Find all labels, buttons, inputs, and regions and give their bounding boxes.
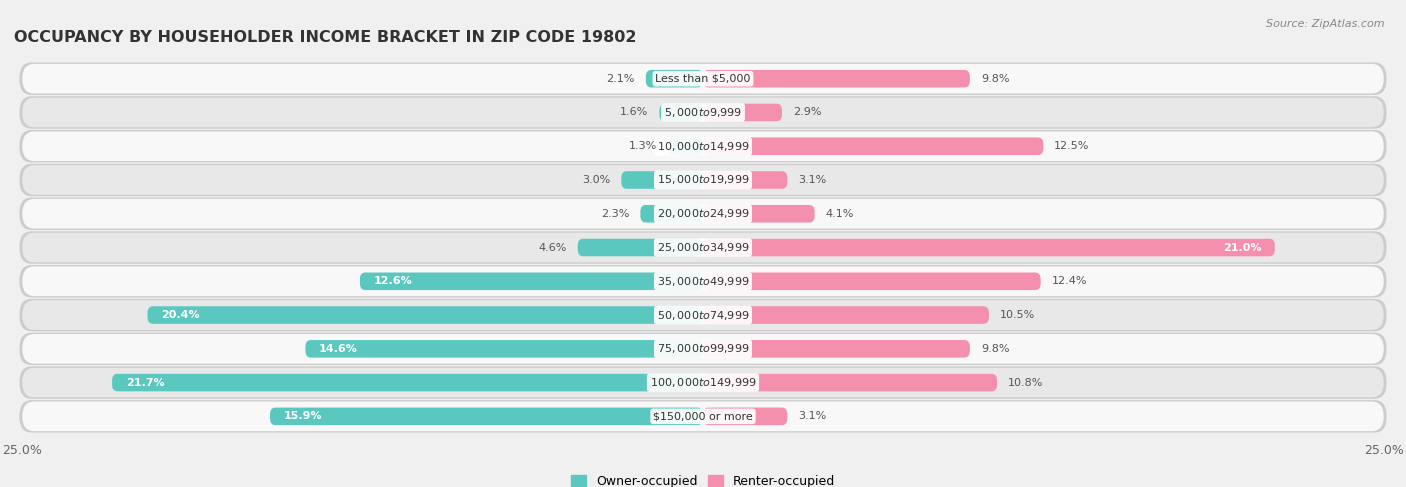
FancyBboxPatch shape: [22, 266, 1384, 296]
FancyBboxPatch shape: [20, 333, 1386, 365]
FancyBboxPatch shape: [703, 306, 988, 324]
Text: 20.4%: 20.4%: [162, 310, 200, 320]
Text: 10.5%: 10.5%: [1000, 310, 1035, 320]
FancyBboxPatch shape: [703, 70, 970, 88]
Text: 4.1%: 4.1%: [825, 209, 853, 219]
FancyBboxPatch shape: [703, 137, 1043, 155]
FancyBboxPatch shape: [703, 340, 970, 357]
FancyBboxPatch shape: [20, 265, 1386, 298]
FancyBboxPatch shape: [20, 164, 1386, 196]
FancyBboxPatch shape: [20, 299, 1386, 331]
FancyBboxPatch shape: [22, 401, 1384, 431]
Text: 12.4%: 12.4%: [1052, 276, 1087, 286]
FancyBboxPatch shape: [305, 340, 703, 357]
FancyBboxPatch shape: [659, 104, 703, 121]
Text: 4.6%: 4.6%: [538, 243, 567, 253]
FancyBboxPatch shape: [20, 198, 1386, 230]
FancyBboxPatch shape: [20, 366, 1386, 399]
Text: 3.1%: 3.1%: [799, 175, 827, 185]
FancyBboxPatch shape: [645, 70, 703, 88]
FancyBboxPatch shape: [22, 368, 1384, 397]
Text: 12.5%: 12.5%: [1054, 141, 1090, 151]
FancyBboxPatch shape: [20, 130, 1386, 163]
Text: 12.6%: 12.6%: [374, 276, 412, 286]
FancyBboxPatch shape: [22, 300, 1384, 330]
Text: $35,000 to $49,999: $35,000 to $49,999: [657, 275, 749, 288]
FancyBboxPatch shape: [703, 171, 787, 189]
Legend: Owner-occupied, Renter-occupied: Owner-occupied, Renter-occupied: [567, 470, 839, 487]
FancyBboxPatch shape: [20, 62, 1386, 95]
Text: 21.0%: 21.0%: [1223, 243, 1261, 253]
FancyBboxPatch shape: [703, 374, 997, 392]
Text: 15.9%: 15.9%: [284, 412, 322, 421]
Text: 2.3%: 2.3%: [602, 209, 630, 219]
Text: $5,000 to $9,999: $5,000 to $9,999: [664, 106, 742, 119]
FancyBboxPatch shape: [22, 334, 1384, 364]
Text: 21.7%: 21.7%: [125, 377, 165, 388]
Text: Less than $5,000: Less than $5,000: [655, 74, 751, 84]
Text: $15,000 to $19,999: $15,000 to $19,999: [657, 173, 749, 187]
FancyBboxPatch shape: [20, 400, 1386, 432]
FancyBboxPatch shape: [668, 137, 703, 155]
Text: Source: ZipAtlas.com: Source: ZipAtlas.com: [1267, 19, 1385, 30]
FancyBboxPatch shape: [22, 199, 1384, 228]
Text: 3.0%: 3.0%: [582, 175, 610, 185]
Text: 1.6%: 1.6%: [620, 108, 648, 117]
Text: 10.8%: 10.8%: [1008, 377, 1043, 388]
Text: 2.9%: 2.9%: [793, 108, 821, 117]
FancyBboxPatch shape: [22, 131, 1384, 161]
FancyBboxPatch shape: [22, 97, 1384, 127]
FancyBboxPatch shape: [22, 165, 1384, 195]
Text: 14.6%: 14.6%: [319, 344, 359, 354]
Text: 9.8%: 9.8%: [981, 344, 1010, 354]
FancyBboxPatch shape: [703, 408, 787, 425]
FancyBboxPatch shape: [578, 239, 703, 256]
Text: 9.8%: 9.8%: [981, 74, 1010, 84]
FancyBboxPatch shape: [703, 205, 814, 223]
FancyBboxPatch shape: [270, 408, 703, 425]
FancyBboxPatch shape: [703, 273, 1040, 290]
FancyBboxPatch shape: [640, 205, 703, 223]
FancyBboxPatch shape: [112, 374, 703, 392]
Text: $150,000 or more: $150,000 or more: [654, 412, 752, 421]
FancyBboxPatch shape: [360, 273, 703, 290]
Text: $100,000 to $149,999: $100,000 to $149,999: [650, 376, 756, 389]
FancyBboxPatch shape: [148, 306, 703, 324]
FancyBboxPatch shape: [621, 171, 703, 189]
Text: 3.1%: 3.1%: [799, 412, 827, 421]
FancyBboxPatch shape: [703, 104, 782, 121]
FancyBboxPatch shape: [22, 233, 1384, 262]
FancyBboxPatch shape: [703, 239, 1275, 256]
Text: $75,000 to $99,999: $75,000 to $99,999: [657, 342, 749, 356]
Text: 1.3%: 1.3%: [628, 141, 657, 151]
Text: $20,000 to $24,999: $20,000 to $24,999: [657, 207, 749, 220]
FancyBboxPatch shape: [20, 231, 1386, 264]
Text: $10,000 to $14,999: $10,000 to $14,999: [657, 140, 749, 153]
Text: 2.1%: 2.1%: [606, 74, 636, 84]
Text: $25,000 to $34,999: $25,000 to $34,999: [657, 241, 749, 254]
Text: OCCUPANCY BY HOUSEHOLDER INCOME BRACKET IN ZIP CODE 19802: OCCUPANCY BY HOUSEHOLDER INCOME BRACKET …: [14, 30, 637, 45]
FancyBboxPatch shape: [22, 64, 1384, 94]
FancyBboxPatch shape: [20, 96, 1386, 129]
Text: $50,000 to $74,999: $50,000 to $74,999: [657, 309, 749, 321]
